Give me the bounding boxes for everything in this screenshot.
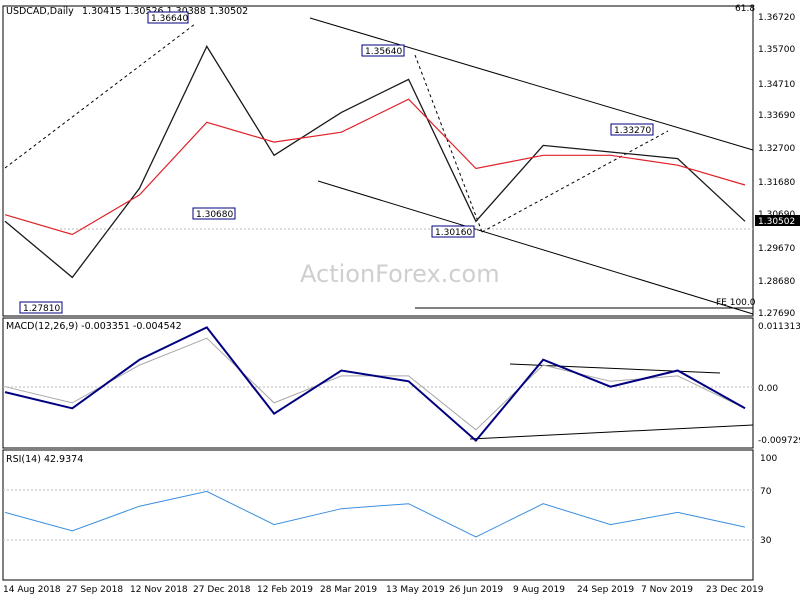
price-panel: [2, 5, 754, 317]
price-tick: 1.31680: [758, 178, 795, 188]
macd-tick: 0.011313: [758, 322, 800, 332]
annotation-label: 1.27810: [23, 304, 60, 314]
x-axis: 14 Aug 2018 27 Sep 2018 12 Nov 2018 27 D…: [3, 585, 764, 595]
price-tick: 1.33690: [758, 111, 795, 121]
annotation-box: [610, 123, 654, 136]
dashed-trend-1: [4, 23, 196, 169]
last-price-label: 1.30502: [758, 217, 795, 227]
last-price-badge: [755, 215, 800, 226]
price-annotations: 1.36640 1.35640 1.33270 1.30680 1.30160 …: [19, 11, 654, 314]
x-tick: 28 Mar 2019: [320, 585, 377, 595]
x-tick: 23 Dec 2019: [706, 585, 764, 595]
annotation-box: [431, 225, 475, 238]
x-tick: 14 Aug 2018: [3, 585, 61, 595]
annotation-box: [19, 301, 63, 314]
dashed-trend-2: [414, 54, 483, 233]
rsi-title: RSI(14) 42.9374: [6, 454, 83, 465]
x-tick: 7 Nov 2019: [641, 585, 693, 595]
macd-panel: [2, 317, 754, 449]
annotation-box: [361, 44, 405, 57]
price-tick: 1.29670: [758, 244, 795, 254]
rsi-tick: 100: [760, 454, 777, 464]
annotation-label: 1.33270: [614, 126, 651, 136]
rsi-tick: 70: [760, 487, 772, 497]
macd-title: MACD(12,26,9) -0.003351 -0.004542: [6, 321, 182, 332]
dashed-trend-3: [481, 130, 669, 233]
x-tick: 27 Sep 2018: [66, 585, 123, 595]
annotation-box: [147, 11, 189, 24]
price-tick: 1.36720: [758, 13, 795, 23]
macd-tick: 0.00: [758, 384, 778, 394]
trend-lines: [4, 17, 754, 315]
price-tick: 1.35700: [758, 45, 795, 55]
x-tick: 13 May 2019: [386, 585, 445, 595]
channel-lower-line: [317, 180, 754, 315]
annotation-box: [192, 207, 236, 220]
price-y-axis: 1.36720 1.35700 1.34710 1.33690 1.32700 …: [758, 13, 795, 319]
x-tick: 12 Nov 2018: [130, 585, 188, 595]
annotation-label: 1.36640: [151, 14, 188, 24]
annotation-label: 1.30160: [435, 228, 472, 238]
fib-label-618: 61.8: [735, 4, 755, 14]
x-tick: 24 Sep 2019: [577, 585, 634, 595]
x-tick: 12 Feb 2019: [257, 585, 313, 595]
chart-symbol: USDCAD,Daily: [6, 6, 74, 17]
channel-upper-line: [309, 17, 754, 151]
price-tick: 1.28680: [758, 277, 795, 287]
price-line: [4, 45, 746, 279]
price-tick: 1.27690: [758, 309, 795, 319]
annotation-label: 1.30680: [196, 210, 233, 220]
rsi-line: [4, 490, 746, 538]
macd-line: [4, 326, 746, 443]
macd-tick: -0.009729: [758, 436, 800, 446]
x-tick: 27 Dec 2018: [193, 585, 251, 595]
rsi-panel: [2, 449, 754, 581]
price-tick: 1.34710: [758, 80, 795, 90]
moving-average-line: [4, 98, 746, 236]
price-tick: 1.32700: [758, 144, 795, 154]
x-tick: 9 Aug 2019: [513, 585, 565, 595]
rsi-tick: 30: [760, 536, 772, 546]
macd-lower-trendline: [469, 424, 754, 440]
x-tick: 26 Jun 2019: [449, 585, 503, 595]
fib-label-fe100: FE 100.0: [716, 298, 756, 308]
annotation-label: 1.35640: [365, 47, 402, 57]
watermark: ActionForex.com: [300, 260, 500, 288]
